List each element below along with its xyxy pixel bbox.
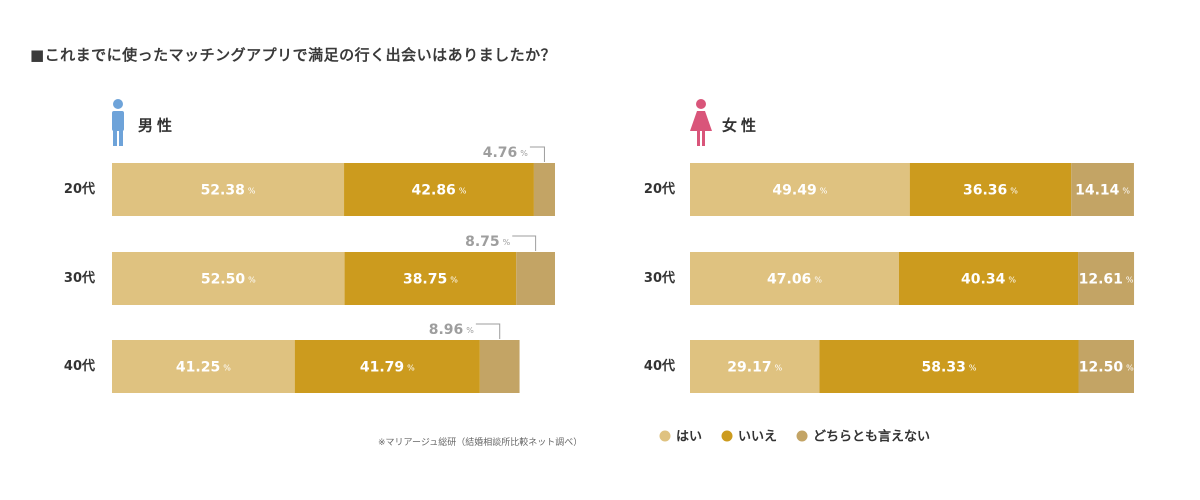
bar-segment-neither (479, 340, 520, 393)
category-label: 20代 (64, 181, 95, 197)
data-label: 52.38% (201, 183, 256, 199)
male-icon (112, 99, 124, 146)
legend-label: はい (676, 430, 702, 445)
bar-segment-yes (690, 163, 910, 216)
legend: はい いいえ どちらとも言えない (659, 429, 930, 445)
bar-segment-no (344, 252, 517, 305)
data-label: 52.50% (201, 272, 256, 288)
panel-title: 女性 (722, 117, 760, 135)
callout-line (475, 323, 501, 339)
bar-segment-no (898, 252, 1079, 305)
panel-title: 男性 (138, 117, 176, 135)
female-icon (690, 99, 712, 146)
source-note: ※マリアージュ総研（結婚相談所比較ネット調べ） (378, 436, 582, 448)
data-label: 41.25% (176, 360, 231, 376)
bar-segment-no (909, 163, 1072, 216)
bar-segment-no (344, 163, 534, 216)
data-label: 8.75% (465, 234, 511, 250)
category-label: 40代 (644, 358, 675, 374)
bar-segment-no (294, 340, 480, 393)
data-label: 42.86% (412, 183, 467, 199)
bar-segment-neither (1078, 340, 1134, 393)
chart-title: ■これまでに使ったマッチングアプリで満足の行く出会いはありましたか？ (30, 46, 557, 64)
data-label: 40.34% (961, 272, 1016, 288)
bar-segment-yes (112, 340, 295, 393)
data-label: 41.79% (360, 360, 415, 376)
legend-marker-yes (659, 430, 671, 442)
bar-segment-yes (690, 340, 820, 393)
category-label: 30代 (644, 270, 675, 286)
legend-label: いいえ (738, 430, 777, 445)
data-label: 29.17% (727, 360, 782, 376)
legend-marker-neither (796, 430, 808, 442)
bar-segment-yes (690, 252, 899, 305)
bar-segment-no (819, 340, 1079, 393)
data-label: 8.96% (429, 322, 475, 338)
data-label: 38.75% (403, 272, 458, 288)
legend-marker-no (721, 430, 733, 442)
data-label: 49.49% (772, 183, 827, 199)
data-label: 12.61% (1079, 272, 1134, 288)
data-label: 4.76% (483, 145, 529, 161)
panel-male: 男性 20代 52.38% 42.86 % 4.76 % 30代 52.50% 38.75 % 8.7… (64, 99, 555, 393)
legend-label: どちらとも言えない (813, 429, 930, 445)
category-label: 30代 (64, 270, 95, 286)
bar-segment-yes (112, 252, 345, 305)
panel-female: 女性 20代 49.49% 36.36% 14.14 % 30代 47.06% 40.34% 12… (644, 99, 1134, 393)
callout-line (529, 146, 545, 162)
category-label: 20代 (644, 181, 675, 197)
category-label: 40代 (64, 358, 95, 374)
callout-line (512, 235, 537, 251)
data-label: 36.36% (963, 183, 1018, 199)
bar-segment-yes (112, 163, 345, 216)
bar-segment-neither (516, 252, 555, 305)
data-label: 58.33% (922, 360, 977, 376)
data-label: 47.06% (767, 272, 822, 288)
bar-segment-neither (1078, 252, 1135, 305)
data-label: 12.50% (1079, 360, 1134, 376)
bar-segment-neither (1071, 163, 1134, 216)
bar-segment-neither (533, 163, 555, 216)
data-label: 14.14% (1075, 183, 1130, 199)
